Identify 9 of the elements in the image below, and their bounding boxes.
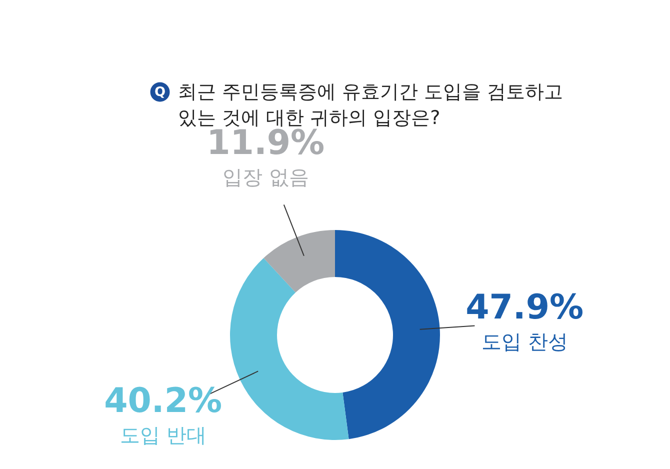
slice-label: 도입 찬성 <box>481 329 568 354</box>
donut-slice <box>230 258 349 440</box>
slice-label: 입장 없음 <box>222 165 309 190</box>
slice-label: 도입 반대 <box>120 422 206 447</box>
data-label: 47.9% <box>466 287 584 328</box>
donut-slice <box>264 230 335 292</box>
donut-slice <box>335 230 440 440</box>
data-label: 40.2% <box>104 380 222 421</box>
text: Q <box>154 85 166 100</box>
